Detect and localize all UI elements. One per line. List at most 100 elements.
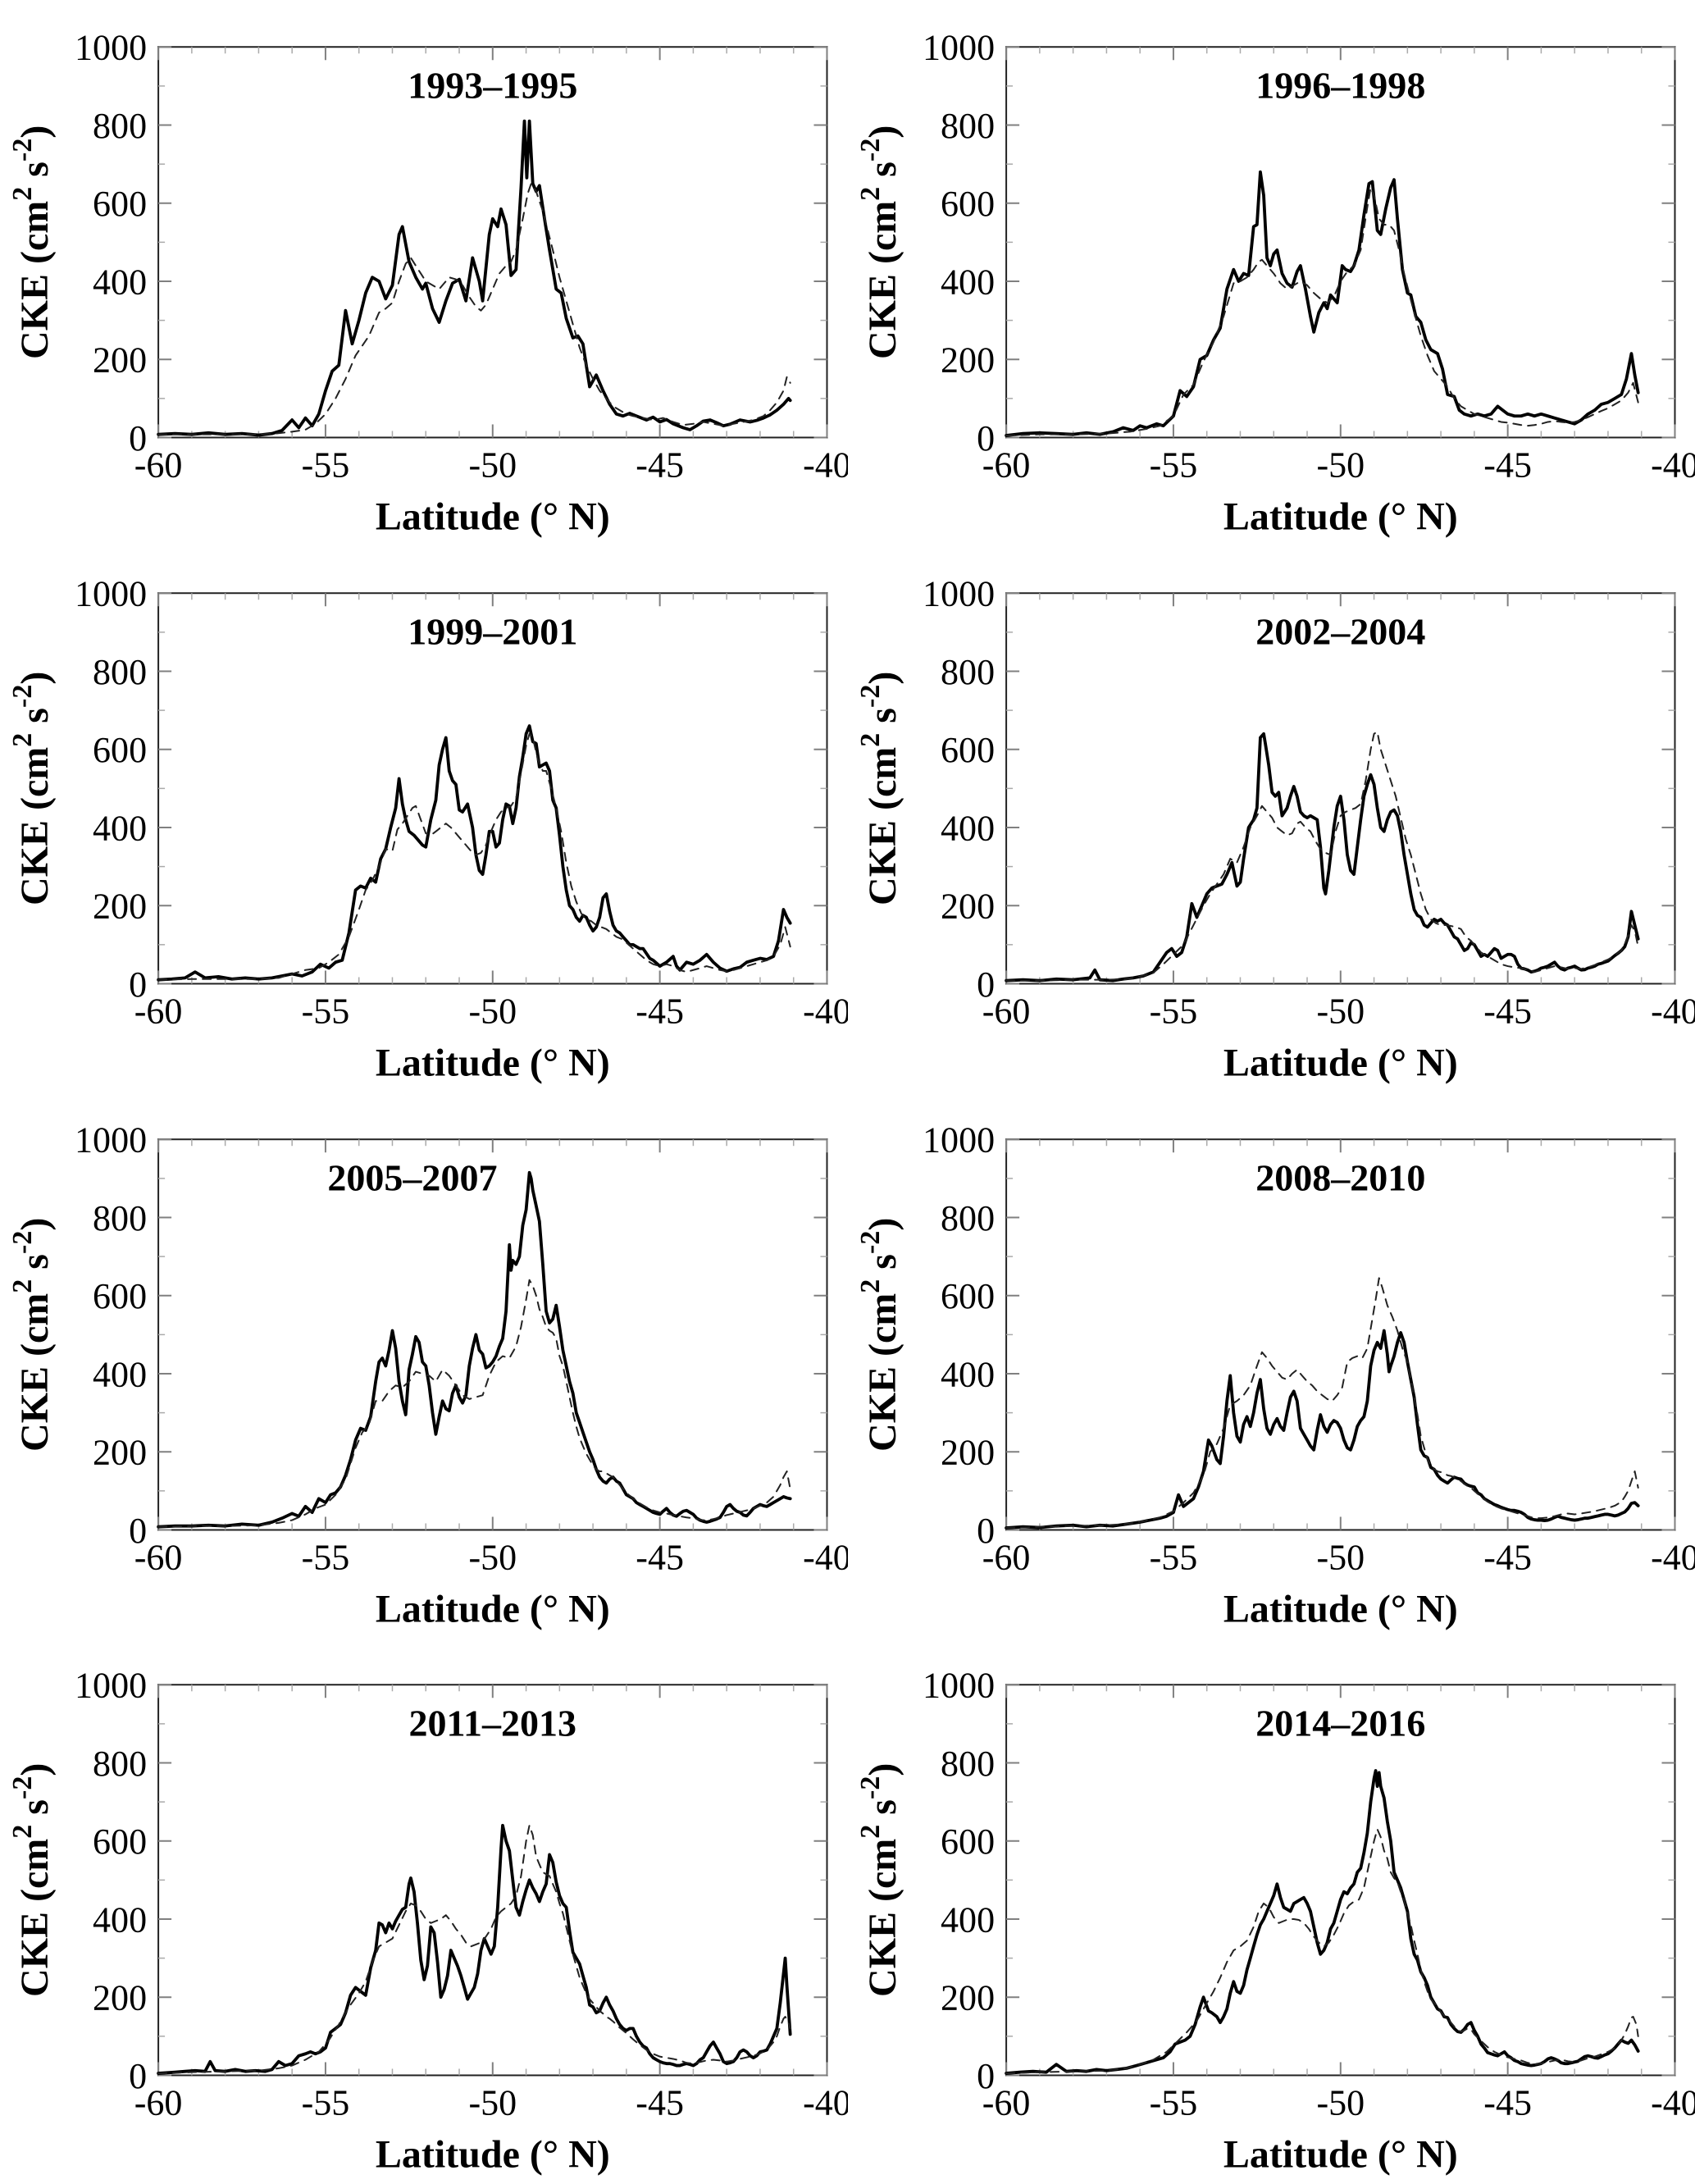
x-tick-label: -45 bbox=[636, 2083, 684, 2123]
x-tick-label: -40 bbox=[1651, 445, 1695, 485]
x-tick-label: -50 bbox=[468, 2083, 517, 2123]
panel-title: 1999–2001 bbox=[408, 610, 577, 652]
chart-panel-2014–2016: -60 -55 -50 -45 -40 0 200 400 600 800 1000 2014–201… bbox=[848, 1638, 1695, 2184]
y-tick-label: 0 bbox=[129, 964, 147, 1005]
y-axis-label: CKE (cm2 s-2) bbox=[855, 125, 904, 359]
x-tick-label: -45 bbox=[636, 991, 684, 1031]
y-tick-label: 1000 bbox=[923, 573, 995, 613]
x-tick-label: -40 bbox=[1651, 2083, 1695, 2123]
y-tick-label: 400 bbox=[93, 1354, 147, 1394]
x-tick-label: -40 bbox=[803, 2083, 847, 2123]
y-tick-label: 600 bbox=[941, 184, 995, 224]
solid-series-line bbox=[157, 1170, 792, 1529]
dashed-series-line bbox=[157, 182, 791, 435]
chart-svg: -60 -55 -50 -45 -40 0 200 400 600 800 1000 2008–201… bbox=[855, 1119, 1695, 1630]
y-axis-label: CKE (cm2 s-2) bbox=[7, 1217, 57, 1451]
y-tick-label: 1000 bbox=[923, 1119, 995, 1160]
y-tick-label: 800 bbox=[941, 1744, 995, 1784]
y-tick-label: 0 bbox=[977, 418, 995, 458]
chart-panel-1999–2001: -60 -55 -50 -45 -40 0 200 400 600 800 1000 1999–200… bbox=[0, 546, 847, 1092]
y-tick-label: 200 bbox=[93, 1978, 147, 2018]
y-tick-label: 600 bbox=[941, 1822, 995, 1862]
x-axis-label: Latitude (° N) bbox=[376, 1041, 610, 1084]
y-tick-label: 400 bbox=[93, 262, 147, 302]
y-axis-label: CKE (cm2 s-2) bbox=[7, 671, 57, 905]
y-tick-label: 400 bbox=[93, 808, 147, 848]
y-axis-label: CKE (cm2 s-2) bbox=[855, 1763, 904, 1997]
x-tick-label: -60 bbox=[134, 991, 183, 1031]
y-tick-label: 0 bbox=[129, 2056, 147, 2096]
x-tick-label: -55 bbox=[302, 445, 350, 485]
y-tick-label: 800 bbox=[941, 652, 995, 692]
solid-series-line bbox=[157, 1824, 792, 2076]
y-tick-label: 600 bbox=[93, 730, 147, 770]
y-axis-label: CKE (cm2 s-2) bbox=[855, 1217, 904, 1451]
y-tick-label: 0 bbox=[977, 1510, 995, 1550]
x-tick-label: -50 bbox=[1316, 2083, 1365, 2123]
chart-svg: -60 -55 -50 -45 -40 0 200 400 600 800 1000 2005–200… bbox=[7, 1119, 847, 1630]
chart-svg: -60 -55 -50 -45 -40 0 200 400 600 800 1000 2011–201… bbox=[7, 1666, 847, 2177]
x-tick-label: -55 bbox=[302, 1537, 350, 1577]
y-tick-label: 0 bbox=[129, 418, 147, 458]
panel-title: 2002–2004 bbox=[1255, 610, 1425, 652]
x-tick-label: -60 bbox=[134, 1537, 183, 1577]
y-tick-label: 600 bbox=[93, 1822, 147, 1862]
x-tick-label: -45 bbox=[636, 1537, 684, 1577]
y-tick-label: 0 bbox=[977, 2056, 995, 2096]
dashed-series-line bbox=[157, 732, 791, 981]
chart-panel-1996–1998: -60 -55 -50 -45 -40 0 200 400 600 800 1000 1996–199… bbox=[848, 0, 1695, 546]
solid-series-line bbox=[1004, 1769, 1640, 2076]
x-tick-label: -60 bbox=[134, 2083, 183, 2123]
chart-svg: -60 -55 -50 -45 -40 0 200 400 600 800 1000 1993–199… bbox=[7, 28, 847, 539]
x-tick-label: -40 bbox=[1651, 1537, 1695, 1577]
y-tick-label: 1000 bbox=[923, 28, 995, 68]
y-tick-label: 200 bbox=[941, 340, 995, 381]
x-axis-label: Latitude (° N) bbox=[1223, 1041, 1457, 1084]
x-axis-label: Latitude (° N) bbox=[1223, 495, 1457, 539]
y-tick-label: 200 bbox=[93, 340, 147, 381]
x-tick-label: -55 bbox=[1149, 445, 1197, 485]
y-tick-label: 600 bbox=[93, 184, 147, 224]
y-tick-label: 800 bbox=[941, 1197, 995, 1238]
x-tick-label: -55 bbox=[1149, 2083, 1197, 2123]
x-tick-label: -55 bbox=[1149, 991, 1197, 1031]
y-tick-label: 400 bbox=[941, 262, 995, 302]
y-tick-label: 800 bbox=[93, 106, 147, 146]
dashed-series-line bbox=[157, 1279, 791, 1528]
x-tick-label: -50 bbox=[1316, 1537, 1365, 1577]
y-tick-label: 600 bbox=[93, 1276, 147, 1316]
chart-svg: -60 -55 -50 -45 -40 0 200 400 600 800 1000 2002–200… bbox=[855, 573, 1695, 1084]
y-tick-label: 0 bbox=[977, 964, 995, 1005]
x-axis-label: Latitude (° N) bbox=[376, 2133, 610, 2177]
y-tick-label: 200 bbox=[941, 1978, 995, 2018]
panel-title: 2005–2007 bbox=[327, 1156, 497, 1198]
y-tick-label: 400 bbox=[941, 1900, 995, 1940]
x-axis-label: Latitude (° N) bbox=[376, 1587, 610, 1630]
solid-series-line bbox=[157, 723, 792, 982]
x-tick-label: -60 bbox=[982, 445, 1030, 485]
solid-series-line bbox=[1004, 1329, 1640, 1530]
y-axis-label: CKE (cm2 s-2) bbox=[855, 671, 904, 905]
y-tick-label: 1000 bbox=[75, 28, 147, 68]
dashed-series-line bbox=[1005, 1276, 1639, 1529]
y-tick-label: 400 bbox=[93, 1900, 147, 1940]
y-tick-label: 1000 bbox=[75, 1119, 147, 1160]
panel-title: 1996–1998 bbox=[1255, 64, 1425, 106]
x-tick-label: -40 bbox=[803, 445, 847, 485]
x-tick-label: -45 bbox=[1483, 445, 1532, 485]
x-axis-label: Latitude (° N) bbox=[1223, 1587, 1457, 1630]
solid-series-line bbox=[1004, 170, 1640, 437]
y-tick-label: 800 bbox=[941, 106, 995, 146]
y-tick-label: 600 bbox=[941, 1276, 995, 1316]
solid-series-line bbox=[157, 119, 792, 437]
y-tick-label: 400 bbox=[941, 1354, 995, 1394]
x-tick-label: -40 bbox=[803, 991, 847, 1031]
x-tick-label: -50 bbox=[1316, 991, 1365, 1031]
chart-panel-2002–2004: -60 -55 -50 -45 -40 0 200 400 600 800 1000 2002–200… bbox=[848, 546, 1695, 1092]
x-tick-label: -45 bbox=[636, 445, 684, 485]
y-tick-label: 1000 bbox=[923, 1666, 995, 1706]
x-tick-label: -45 bbox=[1483, 1537, 1532, 1577]
x-tick-label: -60 bbox=[982, 991, 1030, 1031]
dashed-series-line bbox=[1005, 1828, 1639, 2075]
y-tick-label: 1000 bbox=[75, 573, 147, 613]
